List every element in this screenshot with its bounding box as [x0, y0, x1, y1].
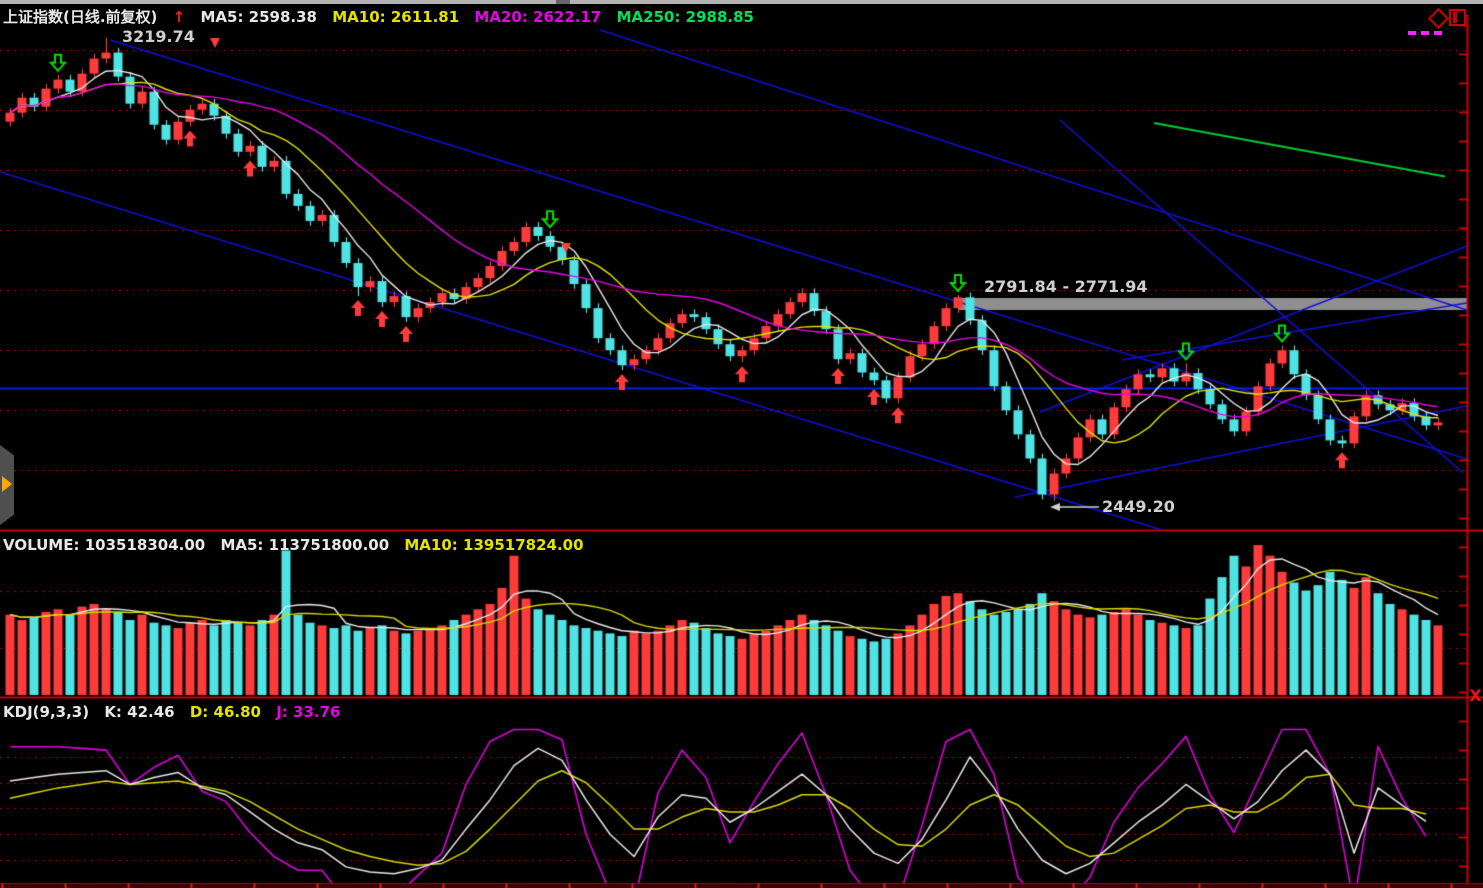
kdj-k-value: K: 42.46	[104, 703, 175, 721]
symbol-title: 上证指数(日线.前复权)	[3, 8, 158, 26]
main-pane-header: 上证指数(日线.前复权) ↑ MA5: 2598.38 MA10: 2611.8…	[3, 6, 764, 27]
volume-ma5-value: MA5: 113751800.00	[220, 536, 390, 554]
ma250-value: MA250: 2988.85	[616, 8, 754, 26]
ma10-value: MA10: 2611.81	[332, 8, 460, 26]
ma5-value: MA5: 2598.38	[200, 8, 317, 26]
peak-price-label: 3219.74	[122, 27, 195, 46]
kdj-d-value: D: 46.80	[189, 703, 261, 721]
expand-panel-handle[interactable]	[0, 445, 14, 525]
volume-value: VOLUME: 103518304.00	[3, 536, 206, 554]
kdj-name: KDJ(9,3,3)	[3, 703, 90, 721]
volume-ma10-value: MA10: 139517824.00	[404, 536, 584, 554]
ma20-value: MA20: 2622.17	[474, 8, 602, 26]
kdj-pane-header: KDJ(9,3,3) K: 42.46 D: 46.80 J: 33.76	[3, 703, 350, 721]
split-window-icon[interactable]	[1449, 9, 1466, 26]
close-indicator-button[interactable]: X	[1469, 686, 1482, 705]
volume-pane-header: VOLUME: 103518304.00 MA5: 113751800.00 M…	[3, 536, 594, 554]
toolbar-edge-strip	[0, 0, 1483, 4]
trough-price-label: 2449.20	[1102, 497, 1175, 516]
gap-range-label: 2791.84 - 2771.94	[984, 277, 1148, 296]
up-arrow-icon: ↑	[172, 8, 186, 26]
kdj-j-value: J: 33.76	[276, 703, 341, 721]
right-triangle-icon	[2, 476, 12, 492]
more-options-icon[interactable]	[1408, 31, 1444, 36]
